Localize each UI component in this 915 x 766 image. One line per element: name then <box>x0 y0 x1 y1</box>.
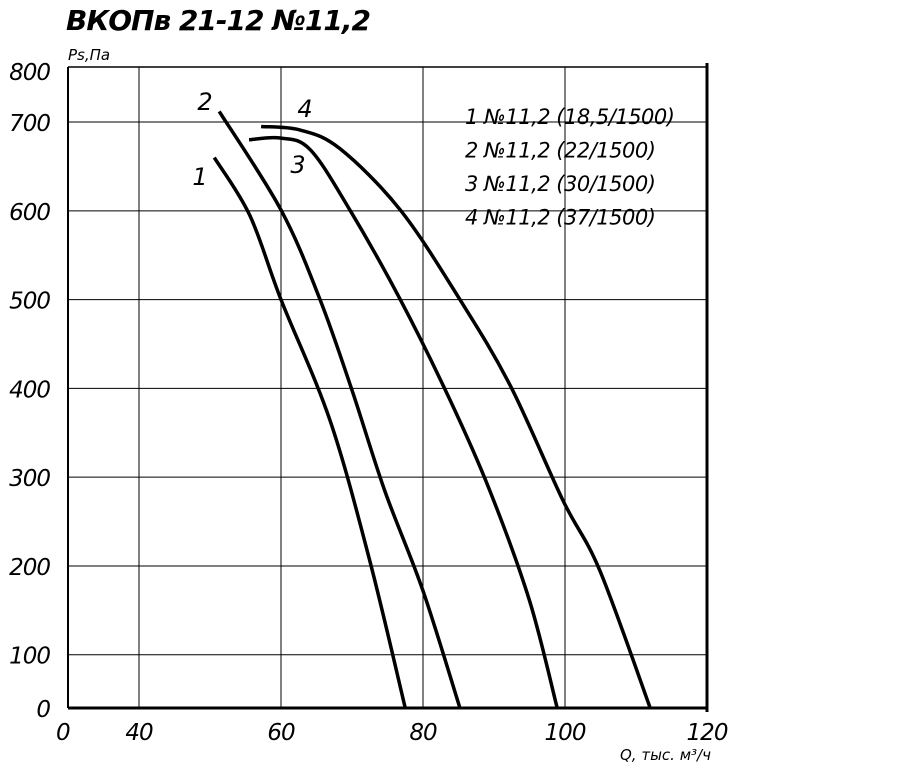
curve-label: 3 <box>290 151 305 179</box>
x-tick-label: 60 <box>267 720 295 746</box>
legend-entry: 1 №11,2 (18,5/1500) <box>465 105 674 129</box>
y-tick-label: 200 <box>9 555 50 581</box>
curve-label: 1 <box>192 163 207 191</box>
y-tick-label: 100 <box>9 644 50 670</box>
x-tick-label: 100 <box>545 720 586 746</box>
curve <box>217 110 462 709</box>
curve-label: 4 <box>297 95 312 123</box>
chart-title: ВКОПв 21-12 №11,2 <box>66 4 370 37</box>
curve-label: 2 <box>197 88 212 116</box>
x-axis-label: Q, тыс. м³/ч <box>620 746 711 764</box>
y-tick-label: 600 <box>9 200 50 226</box>
curve <box>212 156 407 709</box>
y-end-label: 800 <box>9 60 50 86</box>
legend-entry: 4 №11,2 (37/1500) <box>465 206 655 230</box>
y-tick-label: 500 <box>9 289 50 315</box>
y-start-label: 0 <box>36 697 50 723</box>
x-tick-label: 120 <box>687 720 728 746</box>
y-tick-label: 400 <box>9 377 50 403</box>
curve <box>248 135 559 709</box>
legend-entry: 2 №11,2 (22/1500) <box>465 139 655 163</box>
x-start-label: 0 <box>56 720 70 746</box>
x-tick-label: 40 <box>125 720 153 746</box>
y-axis-label: Ps,Па <box>68 46 110 64</box>
y-tick-label: 700 <box>9 111 50 137</box>
y-tick-label: 300 <box>9 466 50 492</box>
curve <box>260 124 652 709</box>
legend-entry: 3 №11,2 (30/1500) <box>465 172 655 196</box>
x-tick-label: 80 <box>409 720 437 746</box>
